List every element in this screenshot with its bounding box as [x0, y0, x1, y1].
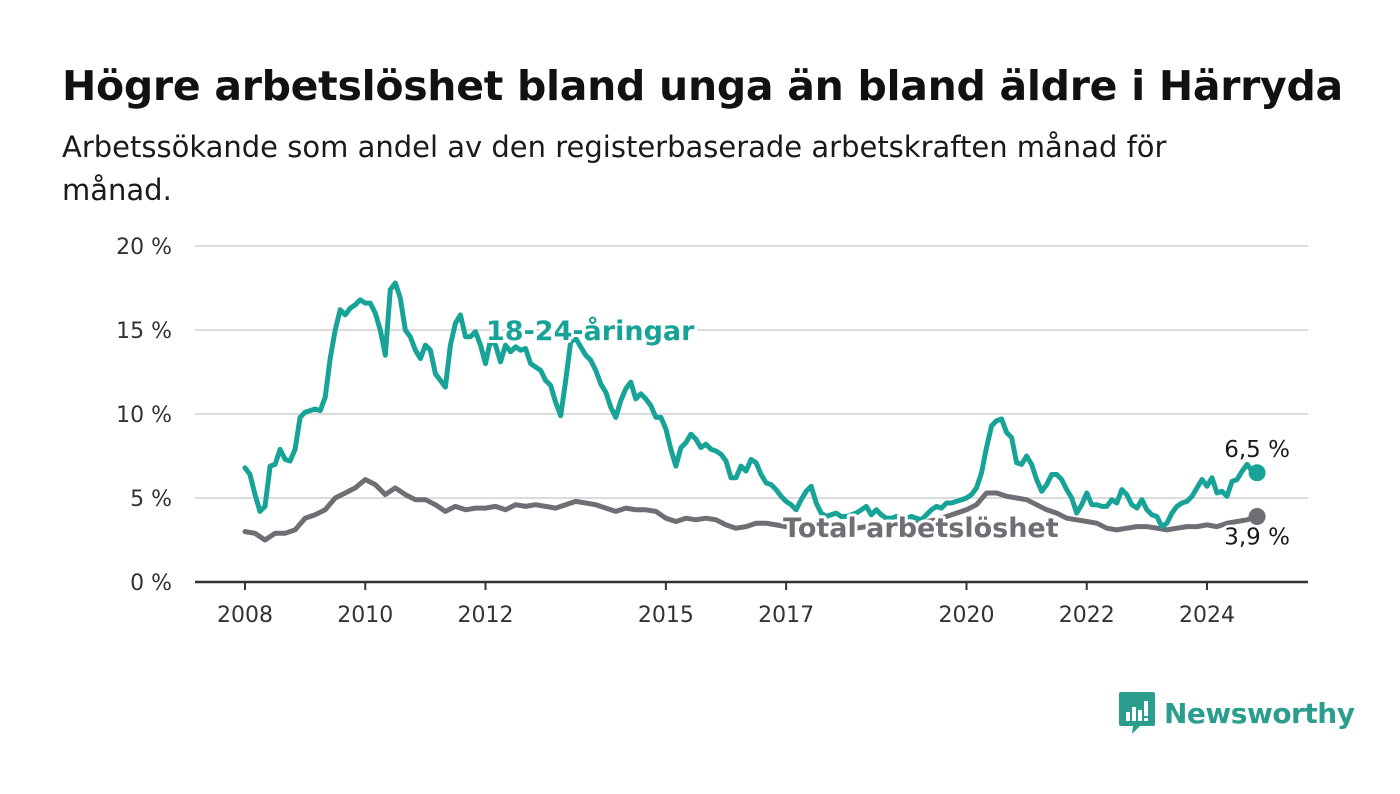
- x-tick-label: 2017: [758, 603, 814, 628]
- x-tick-label: 2012: [458, 603, 514, 628]
- x-tick-label: 2024: [1179, 603, 1235, 628]
- end-point-youth: [1248, 464, 1266, 482]
- newsworthy-logo-icon: [1119, 692, 1155, 734]
- end-label-total: 3,9 %: [1224, 524, 1290, 550]
- y-tick-label: 0 %: [130, 571, 172, 596]
- newsworthy-logo: Newsworthy: [1118, 690, 1355, 736]
- y-tick-label: 15 %: [116, 319, 172, 344]
- chart-title: Högre arbetslöshet bland unga än bland ä…: [62, 62, 1343, 110]
- series-lines: [242, 280, 1266, 543]
- x-tick-label: 2022: [1059, 603, 1115, 628]
- brand-name: Newsworthy: [1164, 696, 1355, 730]
- end-label-youth: 6,5 %: [1224, 437, 1290, 463]
- series-line-youth: [242, 280, 1260, 530]
- y-tick-label: 5 %: [130, 487, 172, 512]
- x-tick-label: 2015: [638, 603, 694, 628]
- series-label-youth: 18-24-åringar: [486, 315, 695, 347]
- y-axis-ticks: 0 % 5 % 10 % 15 % 20 %: [116, 235, 172, 596]
- gridlines: [195, 245, 1308, 584]
- y-tick-label: 20 %: [116, 235, 172, 260]
- x-tick-label: 2020: [939, 603, 995, 628]
- chart-subtitle: Arbetssökande som andel av den registerb…: [62, 130, 1167, 207]
- x-tick-label: 2010: [337, 603, 393, 628]
- series-labels: 18-24-åringar Total arbetslöshet 6,5 % 3,9 …: [483, 312, 1292, 553]
- series-label-total: Total arbetslöshet: [783, 513, 1059, 544]
- series-line-total: [242, 477, 1260, 543]
- y-tick-label: 10 %: [116, 403, 172, 428]
- end-point-total: [1248, 507, 1266, 525]
- x-axis-ticks: 2008 2010 2012 2015 2017 2020 2022 2024: [217, 582, 1235, 628]
- x-tick-label: 2008: [217, 603, 273, 628]
